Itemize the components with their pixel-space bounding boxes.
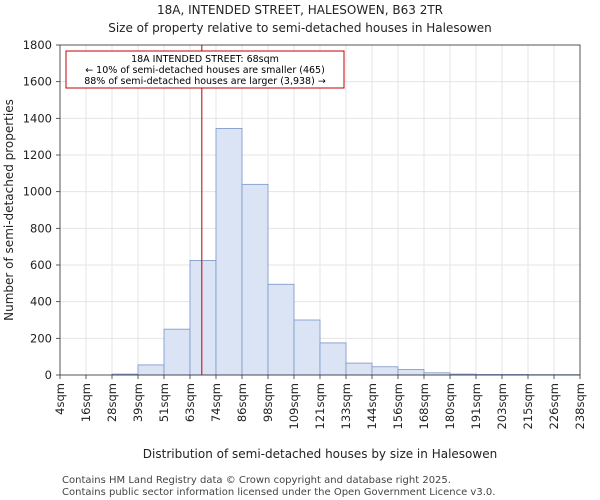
annotation-box (65, 50, 345, 89)
x-tick-label: 63sqm (183, 383, 197, 422)
x-tick-label: 203sqm (495, 383, 509, 429)
y-tick-label: 1200 (23, 148, 52, 162)
y-tick-label: 800 (30, 221, 52, 235)
y-tick-label: 1600 (23, 75, 52, 89)
x-tick-label: 180sqm (443, 383, 457, 429)
x-tick-label: 28sqm (105, 383, 119, 422)
chart-subtitle: Size of property relative to semi-detach… (108, 21, 492, 35)
annotation-line-2: ← 10% of semi-detached houses are smalle… (85, 65, 325, 76)
bar-39sqm (137, 364, 165, 376)
bar-86sqm (241, 183, 269, 376)
x-tick-label: 74sqm (209, 383, 223, 422)
bar-144sqm (371, 366, 399, 376)
x-tick-label: 39sqm (131, 383, 145, 422)
x-tick-label: 4sqm (53, 383, 67, 415)
x-axis-title: Distribution of semi-detached houses by … (143, 447, 497, 461)
bar-98sqm (267, 283, 295, 376)
y-tick-label: 0 (45, 368, 52, 382)
bar-51sqm (163, 328, 191, 376)
x-tick-label: 121sqm (313, 383, 327, 429)
x-tick-label: 51sqm (157, 383, 171, 422)
bar-121sqm (319, 342, 347, 376)
y-axis-title: Number of semi-detached properties (2, 99, 16, 321)
annotation-line-3: 88% of semi-detached houses are larger (… (84, 76, 326, 87)
y-tick-label: 1400 (23, 111, 52, 125)
y-tick-label: 1000 (23, 185, 52, 199)
y-tick-label: 200 (30, 331, 52, 345)
annotation-line-1: 18A INTENDED STREET: 68sqm (131, 54, 279, 65)
bar-74sqm (215, 128, 243, 376)
y-tick-label: 1800 (23, 38, 52, 52)
x-tick-label: 191sqm (469, 383, 483, 429)
x-tick-label: 226sqm (547, 383, 561, 429)
bar-63sqm (189, 260, 217, 376)
x-tick-label: 156sqm (391, 383, 405, 429)
x-tick-label: 86sqm (235, 383, 249, 422)
x-tick-label: 98sqm (261, 383, 275, 422)
x-tick-label: 16sqm (79, 383, 93, 422)
x-tick-label: 144sqm (365, 383, 379, 429)
x-tick-labels: 4sqm 16sqm 28sqm 39sqm 51sqm 63sqm 74sqm 86sqm 9… (53, 375, 587, 429)
x-tick-label: 215sqm (521, 383, 535, 429)
chart-title: 18A, INTENDED STREET, HALESOWEN, B63 2TR (157, 3, 443, 17)
footer-line-2: Contains public sector information licen… (62, 487, 495, 498)
bar-156sqm (397, 369, 425, 376)
y-tick-labels: 0 200 400 600 800 1000 1200 1400 1600 1800 (23, 38, 60, 382)
bars (111, 128, 581, 376)
y-tick-label: 600 (30, 258, 52, 272)
y-tick-label: 400 (30, 295, 52, 309)
x-tick-label: 238sqm (573, 383, 587, 429)
bar-133sqm (345, 362, 373, 376)
x-tick-label: 133sqm (339, 383, 353, 429)
x-tick-label: 168sqm (417, 383, 431, 429)
x-tick-label: 109sqm (287, 383, 301, 429)
bar-109sqm (293, 319, 321, 376)
footer-line-1: Contains HM Land Registry data © Crown c… (62, 475, 451, 486)
